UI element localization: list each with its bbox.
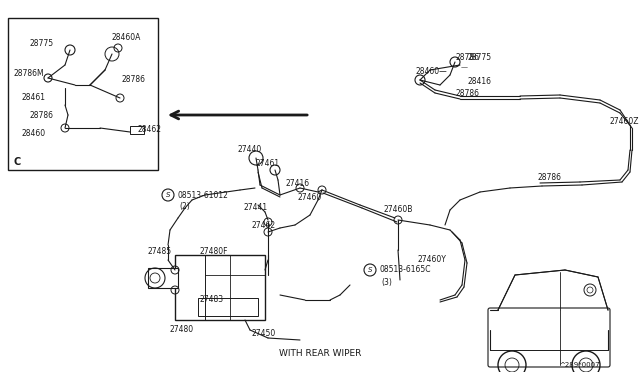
Text: 28786: 28786 [122,76,146,84]
Text: 27441: 27441 [244,203,268,212]
Text: 08513-6165C: 08513-6165C [380,266,431,275]
FancyBboxPatch shape [488,308,610,367]
Text: 28461: 28461 [22,93,46,103]
Bar [130,126,144,134]
Text: 28460: 28460 [22,129,46,138]
Text: 28775: 28775 [30,39,54,48]
Text: 08513-61012: 08513-61012 [178,190,229,199]
Text: S: S [166,192,170,198]
Text: 27450: 27450 [252,330,276,339]
Text: 27460: 27460 [298,192,323,202]
Text: 27460B: 27460B [383,205,412,215]
Bar [8,18,158,170]
Text: 28786M: 28786M [14,70,45,78]
Text: 27480: 27480 [170,326,194,334]
Bar [148,268,178,288]
Text: 27462: 27462 [252,221,276,230]
Text: 27483: 27483 [200,295,224,305]
Text: 27460Y: 27460Y [418,256,447,264]
Text: 28416: 28416 [468,77,492,87]
Text: ^289*0007: ^289*0007 [560,362,600,368]
Text: 27460Z: 27460Z [610,118,639,126]
Text: 28786: 28786 [455,90,479,99]
Text: S: S [368,267,372,273]
Text: 28775: 28775 [468,52,492,61]
Text: 27485: 27485 [148,247,172,257]
Text: 27461: 27461 [255,158,279,167]
Text: 28786: 28786 [538,173,562,182]
Text: 28460A: 28460A [112,33,141,42]
Text: 27480F: 27480F [200,247,228,257]
Text: (3): (3) [381,278,392,286]
Text: 28786: 28786 [30,112,54,121]
Text: 27440: 27440 [238,145,262,154]
Text: —: — [461,64,468,70]
Text: (2): (2) [180,202,190,212]
Text: 28462: 28462 [138,125,162,135]
Bar [175,255,265,320]
Text: C: C [14,157,21,167]
Text: 28460—: 28460— [415,67,447,77]
Text: 28786: 28786 [456,52,480,61]
Text: 27416: 27416 [285,179,309,187]
Bar [198,298,258,316]
Text: WITH REAR WIPER: WITH REAR WIPER [279,350,361,359]
